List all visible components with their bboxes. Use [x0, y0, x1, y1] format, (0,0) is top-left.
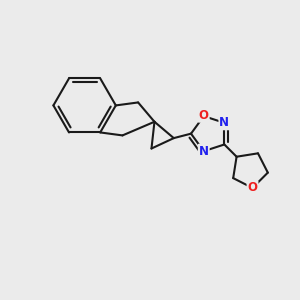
Text: N: N	[199, 145, 209, 158]
Text: N: N	[219, 116, 230, 129]
Text: O: O	[248, 182, 257, 194]
Text: O: O	[199, 109, 209, 122]
